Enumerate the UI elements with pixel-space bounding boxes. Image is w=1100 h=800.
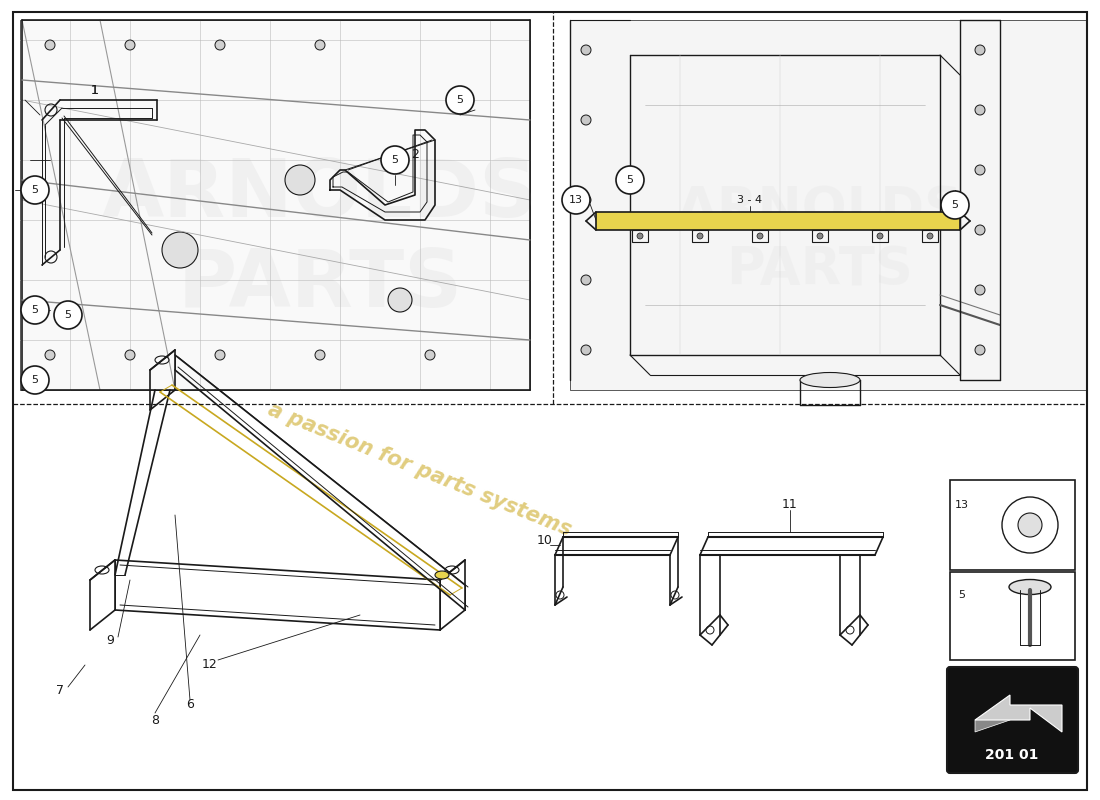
Text: 201 01: 201 01	[986, 748, 1038, 762]
Ellipse shape	[1009, 579, 1050, 594]
Circle shape	[581, 115, 591, 125]
Text: 2: 2	[411, 149, 419, 162]
Circle shape	[581, 195, 591, 205]
Circle shape	[125, 350, 135, 360]
Bar	[950, 572, 1075, 660]
Text: 6: 6	[186, 698, 194, 711]
Circle shape	[45, 350, 55, 360]
Circle shape	[637, 233, 644, 239]
Text: 5: 5	[456, 95, 463, 105]
Text: 1: 1	[91, 83, 99, 97]
Polygon shape	[975, 695, 1062, 732]
Text: 5: 5	[952, 200, 958, 210]
Circle shape	[581, 345, 591, 355]
Text: a passion for parts systems: a passion for parts systems	[265, 400, 574, 540]
Circle shape	[214, 40, 225, 50]
Text: ARNOLDS
PARTS: ARNOLDS PARTS	[102, 156, 538, 324]
Circle shape	[877, 233, 883, 239]
Circle shape	[446, 86, 474, 114]
Circle shape	[975, 45, 984, 55]
Text: 12: 12	[202, 658, 218, 671]
Text: ARNOLDS
PARTS: ARNOLDS PARTS	[676, 184, 964, 296]
Circle shape	[581, 275, 591, 285]
Circle shape	[817, 233, 823, 239]
Bar	[692, 230, 708, 242]
Circle shape	[562, 186, 590, 214]
Text: 9: 9	[106, 634, 114, 646]
Circle shape	[757, 233, 763, 239]
Polygon shape	[975, 705, 1010, 732]
Bar	[812, 230, 828, 242]
Circle shape	[54, 301, 82, 329]
Circle shape	[975, 105, 984, 115]
Circle shape	[315, 40, 324, 50]
Bar	[922, 230, 938, 242]
Text: 13: 13	[955, 500, 969, 510]
Circle shape	[616, 166, 644, 194]
Circle shape	[214, 350, 225, 360]
Circle shape	[21, 176, 50, 204]
Bar	[596, 212, 960, 230]
Bar	[950, 480, 1075, 570]
Circle shape	[21, 366, 50, 394]
Circle shape	[975, 225, 984, 235]
Text: 10: 10	[537, 534, 553, 546]
Circle shape	[45, 40, 55, 50]
Text: 3 - 4: 3 - 4	[737, 195, 762, 205]
Circle shape	[125, 40, 135, 50]
Circle shape	[940, 191, 969, 219]
Text: 5: 5	[627, 175, 634, 185]
Text: 8: 8	[151, 714, 160, 726]
Ellipse shape	[800, 373, 860, 387]
Text: 1: 1	[91, 83, 99, 97]
Bar	[872, 230, 888, 242]
Circle shape	[381, 146, 409, 174]
Bar	[632, 230, 648, 242]
Circle shape	[697, 233, 703, 239]
Text: 11: 11	[782, 498, 797, 511]
Circle shape	[315, 350, 324, 360]
Circle shape	[1002, 497, 1058, 553]
Text: 5: 5	[958, 590, 966, 600]
Text: 13: 13	[569, 195, 583, 205]
Text: 7: 7	[56, 683, 64, 697]
Circle shape	[21, 296, 50, 324]
Circle shape	[1018, 513, 1042, 537]
Text: 5: 5	[32, 375, 39, 385]
Polygon shape	[570, 20, 1087, 390]
Text: 5: 5	[32, 185, 39, 195]
Circle shape	[285, 165, 315, 195]
Text: 5: 5	[65, 310, 72, 320]
Circle shape	[581, 45, 591, 55]
Circle shape	[975, 285, 984, 295]
Ellipse shape	[434, 571, 449, 579]
Circle shape	[975, 345, 984, 355]
Circle shape	[425, 350, 435, 360]
Polygon shape	[20, 20, 530, 390]
FancyBboxPatch shape	[947, 667, 1078, 773]
Circle shape	[975, 165, 984, 175]
Bar	[752, 230, 768, 242]
Text: 5: 5	[392, 155, 398, 165]
Circle shape	[388, 288, 412, 312]
Circle shape	[162, 232, 198, 268]
Circle shape	[927, 233, 933, 239]
Text: 5: 5	[32, 305, 39, 315]
